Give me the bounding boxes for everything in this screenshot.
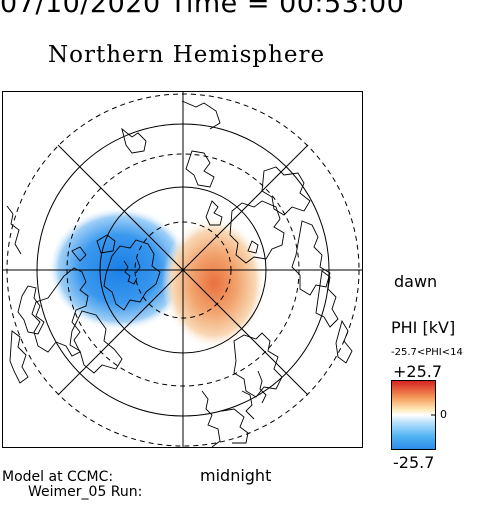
- colorbar: [391, 380, 436, 450]
- potential-pattern: [48, 207, 266, 349]
- colorbar-range-note: -25.7<PHI<14: [391, 347, 463, 358]
- colorbar-min-label: -25.7: [393, 453, 435, 472]
- negative-potential-cell: [48, 207, 192, 331]
- positive-potential-cell: [162, 217, 266, 349]
- meridian-lines: [2, 91, 363, 448]
- colorbar-max-label: +25.7: [393, 362, 443, 381]
- colorbar-zero-label: 0: [440, 408, 447, 421]
- model-label: Model at CCMC:: [2, 469, 114, 485]
- colorbar-gradient: [391, 380, 436, 450]
- run-label: Weimer_05 Run:: [28, 484, 143, 500]
- dawn-label: dawn: [394, 272, 438, 291]
- hemisphere-title: Northern Hemisphere: [48, 42, 326, 68]
- colorbar-quantity-label: PHI [kV]: [391, 318, 456, 337]
- polar-map: [2, 91, 363, 448]
- date-time-title: 07/10/2020 Time = 00:53:00: [0, 0, 405, 19]
- midnight-label: midnight: [200, 466, 272, 485]
